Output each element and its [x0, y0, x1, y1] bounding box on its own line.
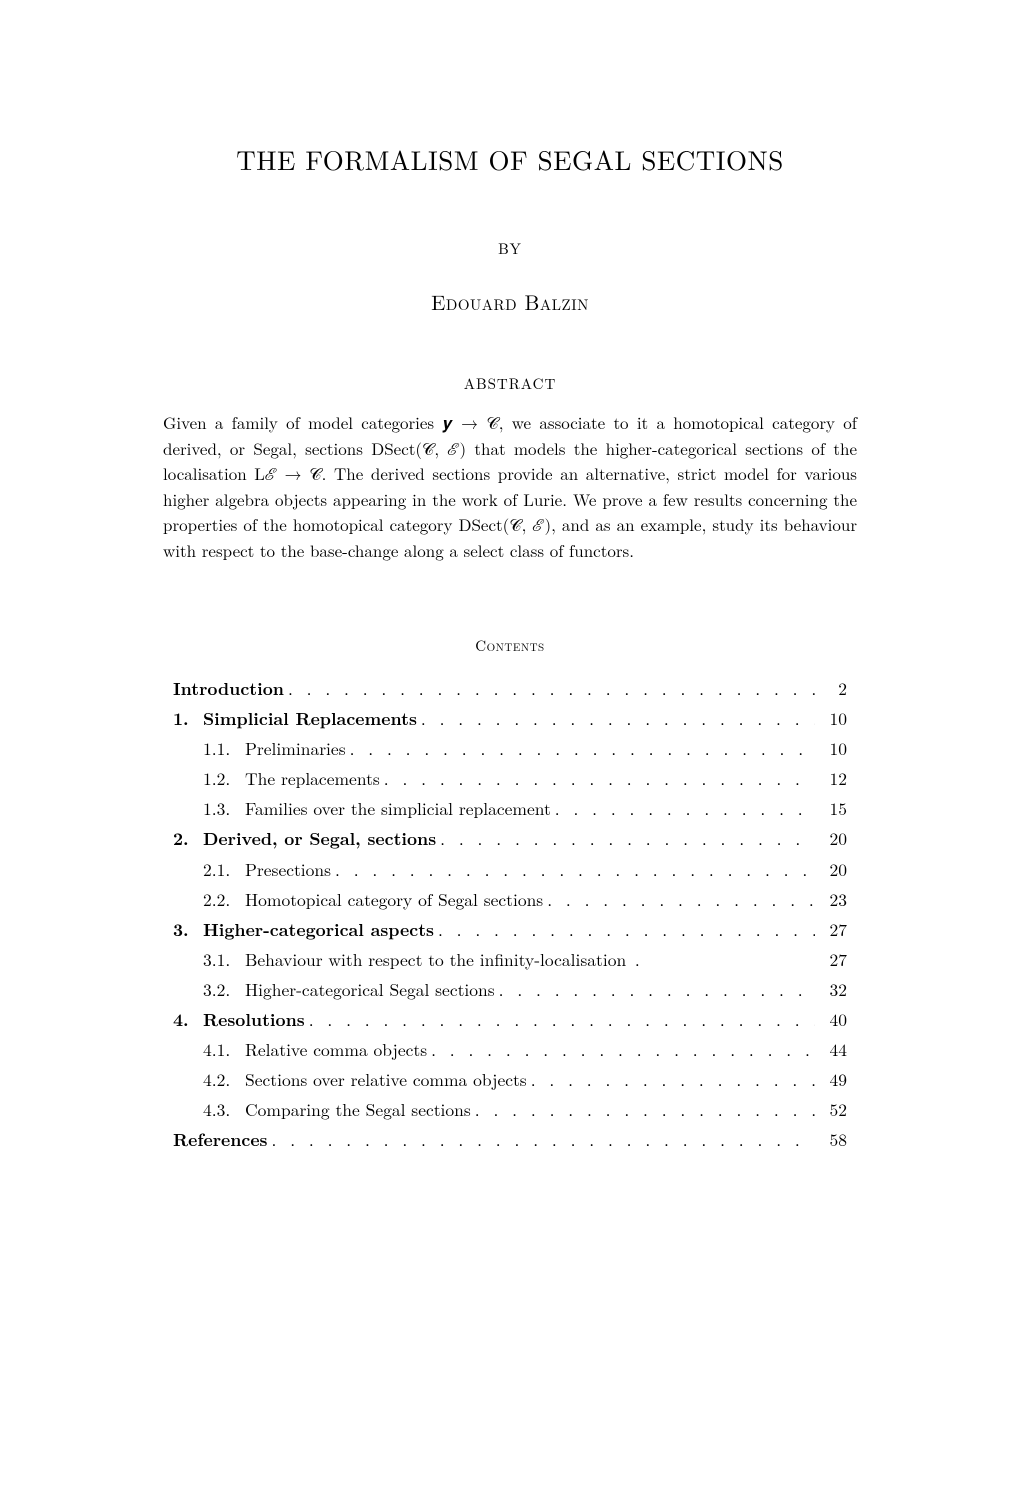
toc-label: Families over the simplicial replacement — [245, 794, 551, 824]
toc-page-number: 40 — [819, 1005, 847, 1035]
toc-row: 4.3.Comparing the Segal sections 52 — [173, 1095, 847, 1125]
toc-row: 1.Simplicial Replacements 10 — [173, 704, 847, 734]
toc-leader-dots — [438, 915, 815, 945]
toc-row: 4.1.Relative comma objects 44 — [173, 1035, 847, 1065]
toc-label: References — [173, 1125, 268, 1155]
toc-label: Higher-categorical Segal sections — [245, 975, 495, 1005]
toc-label: Relative comma objects — [245, 1035, 427, 1065]
toc-leader-dots — [272, 1125, 816, 1155]
contents-heading: Contents — [145, 635, 875, 656]
toc-page-number: 32 — [819, 975, 847, 1005]
toc-leader-dots — [547, 885, 815, 915]
toc-leader-dots — [309, 1005, 815, 1035]
toc-leader-dots — [421, 704, 815, 734]
toc-subsection-number: 3.1. — [203, 945, 245, 975]
toc-page-number: 15 — [819, 794, 847, 824]
toc-label: Derived, or Segal, sections — [203, 824, 436, 854]
toc-page-number: 23 — [819, 885, 847, 915]
toc-row: Introduction 2 — [173, 674, 847, 704]
toc-page-number: 27 — [819, 915, 847, 945]
toc-leader-dots — [335, 855, 815, 885]
toc-section-number: 4. — [173, 1005, 203, 1035]
toc-page-number: 20 — [819, 855, 847, 885]
byline: BY — [145, 238, 875, 259]
toc-label: Homotopical category of Segal sections — [245, 885, 543, 915]
table-of-contents: Introduction 2 1.Simplicial Replacements 10… — [173, 674, 847, 1156]
toc-label: Sections over relative comma objects — [245, 1065, 527, 1095]
abstract-heading: ABSTRACT — [145, 373, 875, 394]
toc-subsection-number: 4.1. — [203, 1035, 245, 1065]
toc-leader-dots — [384, 764, 815, 794]
toc-section-number: 2. — [173, 824, 203, 854]
toc-page-number: 10 — [819, 734, 847, 764]
toc-subsection-number: 4.2. — [203, 1065, 245, 1095]
toc-row: 1.2.The replacements 12 — [173, 764, 847, 794]
toc-page-number: 12 — [819, 764, 847, 794]
toc-page-number: 44 — [819, 1035, 847, 1065]
toc-label: The replacements — [245, 764, 380, 794]
toc-leader-dots — [475, 1095, 815, 1125]
toc-leader-dots — [555, 794, 815, 824]
author-name: Edouard Balzin — [145, 287, 875, 317]
toc-label: Comparing the Segal sections — [245, 1095, 471, 1125]
toc-row: 1.1.Preliminaries 10 — [173, 734, 847, 764]
toc-leader-dots — [531, 1065, 815, 1095]
toc-leader-dots — [431, 1035, 815, 1065]
toc-subsection-number: 1.1. — [203, 734, 245, 764]
toc-label: Higher-categorical aspects — [203, 915, 434, 945]
toc-label: Preliminaries — [245, 734, 346, 764]
toc-subsection-number: 1.2. — [203, 764, 245, 794]
toc-spacer: . — [626, 945, 819, 975]
toc-page-number: 20 — [819, 824, 847, 854]
toc-row: 3.1.Behaviour with respect to the infini… — [173, 945, 847, 975]
toc-page-number: 27 — [819, 945, 847, 975]
toc-section-number: 1. — [173, 704, 203, 734]
toc-label: Introduction — [173, 674, 284, 704]
toc-row: 4.2.Sections over relative comma objects… — [173, 1065, 847, 1095]
toc-row: 3.2.Higher-categorical Segal sections 32 — [173, 975, 847, 1005]
toc-label: Resolutions — [203, 1005, 305, 1035]
toc-subsection-number: 3.2. — [203, 975, 245, 1005]
toc-row: 4.Resolutions 40 — [173, 1005, 847, 1035]
toc-leader-dots — [350, 734, 815, 764]
toc-page-number: 52 — [819, 1095, 847, 1125]
abstract-text: Given a family of model categories 𝒚 → 𝒞… — [163, 410, 857, 563]
toc-row: 2.1.Presections 20 — [173, 855, 847, 885]
toc-label: Simplicial Replacements — [203, 704, 417, 734]
toc-page-number: 58 — [819, 1125, 847, 1155]
toc-page-number: 10 — [819, 704, 847, 734]
toc-page-number: 49 — [819, 1065, 847, 1095]
toc-label: Presections — [245, 855, 331, 885]
toc-page-number: 2 — [819, 674, 847, 704]
toc-row: 1.3.Families over the simplicial replace… — [173, 794, 847, 824]
toc-label: Behaviour with respect to the infinity-l… — [245, 945, 626, 975]
toc-subsection-number: 4.3. — [203, 1095, 245, 1125]
toc-leader-dots — [288, 674, 815, 704]
toc-subsection-number: 1.3. — [203, 794, 245, 824]
toc-subsection-number: 2.2. — [203, 885, 245, 915]
toc-row: 3.Higher-categorical aspects 27 — [173, 915, 847, 945]
toc-row: References 58 — [173, 1125, 847, 1155]
paper-title: THE FORMALISM OF SEGAL SECTIONS — [145, 140, 875, 178]
toc-leader-dots — [499, 975, 815, 1005]
toc-leader-dots — [440, 824, 815, 854]
toc-row: 2.2.Homotopical category of Segal sectio… — [173, 885, 847, 915]
toc-subsection-number: 2.1. — [203, 855, 245, 885]
toc-section-number: 3. — [173, 915, 203, 945]
toc-row: 2.Derived, or Segal, sections 20 — [173, 824, 847, 854]
